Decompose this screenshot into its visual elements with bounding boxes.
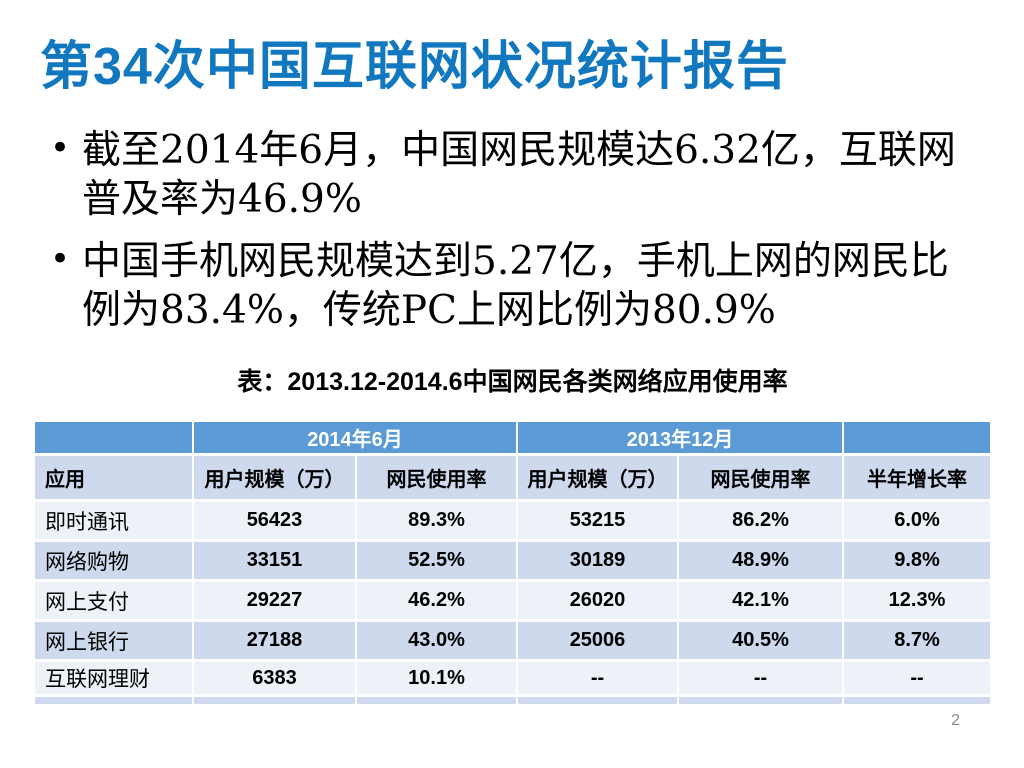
bullet-text: 截至2014年6月，中国网民规模达6.32亿，互联网普及率为46.9% xyxy=(82,128,956,222)
bullet-icon: • xyxy=(50,239,71,279)
cell-value: 52.5% xyxy=(357,542,516,579)
bullet-item: • 中国手机网民规模达到5.27亿，手机上网的网民比例为83.4%，传统PC上网… xyxy=(50,237,975,335)
table-caption: 表：2013.12-2014.6中国网民各类网络应用使用率 xyxy=(237,368,788,396)
column-header: 半年增长率 xyxy=(844,456,990,499)
cell-value: 12.3% xyxy=(844,582,990,619)
cell-value: 30189 xyxy=(518,542,677,579)
column-header: 网民使用率 xyxy=(357,456,516,499)
table-row: 网上银行 27188 43.0% 25006 40.5% 8.7% xyxy=(35,622,990,659)
row-label: 互联网理财 xyxy=(35,662,192,694)
row-label: 网上支付 xyxy=(35,582,192,619)
period-header-empty-cell xyxy=(35,422,192,453)
page-number: 2 xyxy=(951,712,960,729)
period-header-2014: 2014年6月 xyxy=(194,422,516,453)
cell-value: -- xyxy=(679,662,842,694)
cell-value: 53215 xyxy=(518,502,677,539)
cell-value: 25006 xyxy=(518,622,677,659)
bullet-list: • 截至2014年6月，中国网民规模达6.32亿，互联网普及率为46.9% • … xyxy=(50,126,975,348)
cell-value: -- xyxy=(844,662,990,694)
cell-value: 26020 xyxy=(518,582,677,619)
slide-title: 第34次中国互联网状况统计报告 xyxy=(40,38,789,96)
table-row: 网上支付 29227 46.2% 26020 42.1% 12.3% xyxy=(35,582,990,619)
column-header: 应用 xyxy=(35,456,192,499)
table-bottom-border-strip xyxy=(35,697,990,704)
cell-value: 10.1% xyxy=(357,662,516,694)
cell-value: 29227 xyxy=(194,582,355,619)
cell-value: 40.5% xyxy=(679,622,842,659)
cell-value: 6.0% xyxy=(844,502,990,539)
period-header-2013: 2013年12月 xyxy=(518,422,842,453)
bullet-icon: • xyxy=(50,128,71,168)
period-header-empty-cell xyxy=(844,422,990,453)
cell-value: 6383 xyxy=(194,662,355,694)
cell-value: 27188 xyxy=(194,622,355,659)
cell-value: 8.7% xyxy=(844,622,990,659)
table-row: 互联网理财 6383 10.1% -- -- -- xyxy=(35,662,990,694)
bullet-text: 中国手机网民规模达到5.27亿，手机上网的网民比例为83.4%，传统PC上网比例… xyxy=(82,239,949,333)
usage-table: 2014年6月 2013年12月 应用 用户规模（万） 网民使用率 用户规模（万… xyxy=(33,419,992,707)
row-label: 即时通讯 xyxy=(35,502,192,539)
cell-value: 56423 xyxy=(194,502,355,539)
row-label: 网络购物 xyxy=(35,542,192,579)
cell-value: 48.9% xyxy=(679,542,842,579)
cell-value: 43.0% xyxy=(357,622,516,659)
cell-value: 33151 xyxy=(194,542,355,579)
column-header: 用户规模（万） xyxy=(518,456,677,499)
row-label: 网上银行 xyxy=(35,622,192,659)
table-period-header-row: 2014年6月 2013年12月 xyxy=(35,422,990,453)
cell-value: 42.1% xyxy=(679,582,842,619)
cell-value: 9.8% xyxy=(844,542,990,579)
cell-value: 89.3% xyxy=(357,502,516,539)
table-column-header-row: 应用 用户规模（万） 网民使用率 用户规模（万） 网民使用率 半年增长率 xyxy=(35,456,990,499)
cell-value: 86.2% xyxy=(679,502,842,539)
table-row: 网络购物 33151 52.5% 30189 48.9% 9.8% xyxy=(35,542,990,579)
column-header: 用户规模（万） xyxy=(194,456,355,499)
bullet-item: • 截至2014年6月，中国网民规模达6.32亿，互联网普及率为46.9% xyxy=(50,126,975,224)
cell-value: -- xyxy=(518,662,677,694)
table-row: 即时通讯 56423 89.3% 53215 86.2% 6.0% xyxy=(35,502,990,539)
column-header: 网民使用率 xyxy=(679,456,842,499)
cell-value: 46.2% xyxy=(357,582,516,619)
